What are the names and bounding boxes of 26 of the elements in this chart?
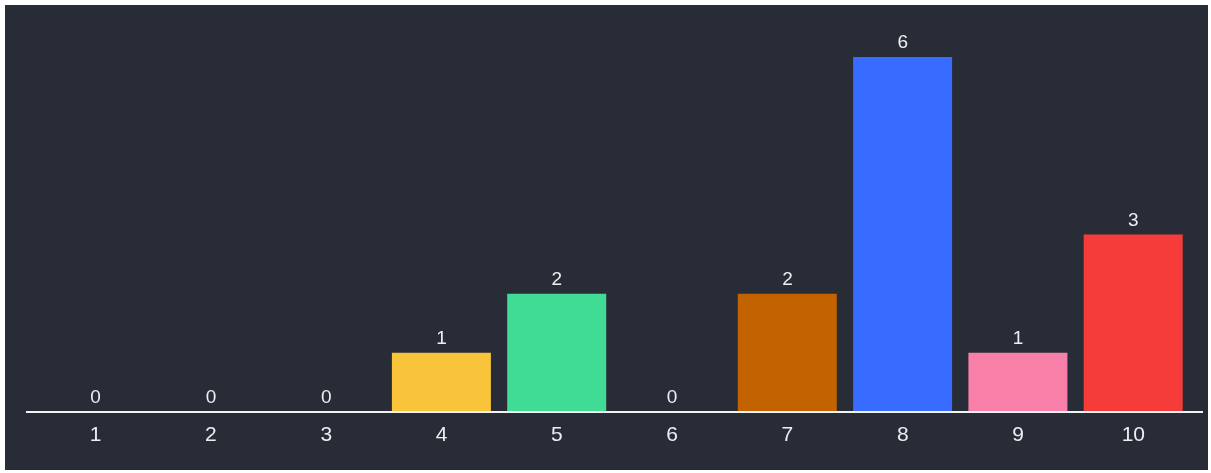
data-label: 2 — [782, 267, 793, 289]
x-tick-label: 4 — [435, 421, 448, 445]
data-label: 0 — [90, 386, 101, 407]
x-tick-label: 6 — [666, 421, 678, 445]
x-tick-label: 5 — [551, 421, 563, 445]
data-label: 2 — [551, 267, 563, 289]
data-label: 1 — [1012, 326, 1024, 348]
bar — [853, 57, 953, 412]
data-label: 6 — [897, 31, 909, 52]
bar — [507, 293, 607, 412]
bar — [391, 352, 491, 412]
x-tick-label: 7 — [781, 421, 794, 445]
data-label: 0 — [205, 386, 217, 407]
data-label: 0 — [320, 386, 332, 407]
x-tick-label: 8 — [896, 421, 909, 445]
x-tick-label: 3 — [320, 421, 333, 445]
x-tick-label: 1 — [89, 421, 102, 445]
x-tick-label: 9 — [1012, 421, 1024, 445]
bar — [1083, 234, 1183, 412]
bar — [737, 293, 837, 412]
data-label: 0 — [666, 386, 678, 407]
data-label: 1 — [436, 326, 447, 348]
x-tick-label: 2 — [205, 421, 217, 445]
bar — [968, 352, 1068, 412]
data-label: 3 — [1128, 208, 1139, 230]
x-tick-label: 10 — [1121, 421, 1146, 445]
